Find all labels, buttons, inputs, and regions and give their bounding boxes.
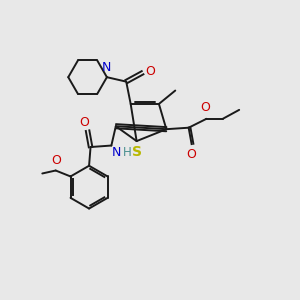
Text: O: O: [187, 148, 196, 160]
Text: N: N: [112, 146, 121, 159]
Text: O: O: [200, 101, 210, 114]
Text: N: N: [102, 61, 112, 74]
Text: O: O: [51, 154, 61, 167]
Text: S: S: [132, 145, 142, 159]
Text: H: H: [123, 146, 131, 159]
Text: O: O: [79, 116, 89, 129]
Text: O: O: [146, 65, 155, 78]
